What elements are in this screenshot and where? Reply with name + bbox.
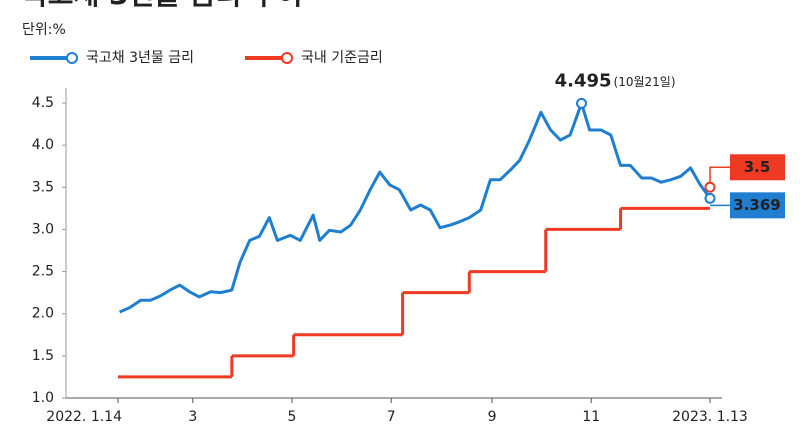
value-label-box bbox=[730, 154, 785, 181]
legend-label: 국고채 3년물 금리 bbox=[86, 50, 194, 66]
value-label: 3.5 bbox=[744, 158, 771, 176]
x-tick-label: 7 bbox=[387, 409, 396, 425]
x-tick-label: 3 bbox=[188, 409, 197, 425]
y-tick-label: 3.0 bbox=[32, 221, 54, 237]
y-tick-label: 4.0 bbox=[32, 137, 54, 153]
y-tick-label: 1.0 bbox=[32, 390, 54, 406]
legend-marker bbox=[66, 52, 78, 64]
legend-marker bbox=[281, 52, 293, 64]
value-label: 3.369 bbox=[733, 196, 780, 214]
y-tick-label: 3.5 bbox=[32, 179, 54, 195]
y-tick-label: 1.5 bbox=[32, 348, 54, 364]
x-tick-label: 5 bbox=[288, 409, 297, 425]
y-tick-label: 2.0 bbox=[32, 306, 54, 322]
y-tick-label: 4.5 bbox=[32, 95, 54, 111]
x-tick-label: 2023. 1.13 bbox=[672, 409, 748, 425]
label-connector bbox=[709, 166, 730, 188]
legend-label: 국내 기준금리 bbox=[301, 50, 383, 66]
unit-label: 단위:% bbox=[22, 22, 66, 38]
chart-title: 국고채 3년물 금리 추이 bbox=[22, 0, 303, 11]
x-tick-label: 11 bbox=[582, 409, 600, 425]
x-tick-label: 9 bbox=[488, 409, 497, 425]
value-label: 4.495 bbox=[555, 70, 612, 91]
line bbox=[119, 101, 712, 314]
y-tick-label: 2.5 bbox=[32, 264, 54, 280]
value-label-box bbox=[730, 192, 785, 219]
point-marker bbox=[576, 97, 588, 109]
x-tick-label: 2022. 1.14 bbox=[46, 409, 122, 425]
annotation: (10월21일) bbox=[614, 75, 676, 89]
point-marker bbox=[704, 181, 716, 193]
point-marker bbox=[704, 192, 716, 204]
